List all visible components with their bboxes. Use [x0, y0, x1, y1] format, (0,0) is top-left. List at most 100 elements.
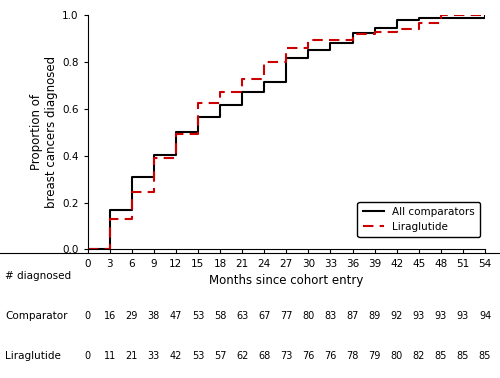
- Text: 76: 76: [302, 350, 314, 361]
- Liraglutide: [106, 247, 112, 252]
- Text: 33: 33: [148, 350, 160, 361]
- Liraglutide: [372, 32, 378, 37]
- Text: 93: 93: [457, 311, 469, 321]
- Liraglutide: [128, 189, 134, 194]
- Text: # diagnosed: # diagnosed: [5, 271, 71, 281]
- All comparators: [394, 18, 400, 22]
- Liraglutide: [173, 132, 179, 136]
- Text: 82: 82: [412, 350, 425, 361]
- Text: 80: 80: [302, 311, 314, 321]
- Liraglutide: [350, 32, 356, 37]
- Liraglutide: [239, 90, 245, 94]
- All comparators: [173, 152, 179, 157]
- Text: 53: 53: [192, 311, 204, 321]
- Text: 85: 85: [434, 350, 447, 361]
- Text: 89: 89: [368, 311, 380, 321]
- Liraglutide: [195, 101, 201, 105]
- All comparators: [350, 30, 356, 35]
- Liraglutide: [261, 60, 267, 64]
- Liraglutide: [460, 13, 466, 17]
- Liraglutide: [372, 29, 378, 34]
- Liraglutide: [482, 13, 488, 17]
- Text: 78: 78: [346, 350, 358, 361]
- Liraglutide: [306, 46, 312, 51]
- Liraglutide: [438, 21, 444, 26]
- All comparators: [283, 80, 289, 85]
- Text: 76: 76: [324, 350, 336, 361]
- Text: 62: 62: [236, 350, 248, 361]
- All comparators: [482, 13, 488, 17]
- All comparators: [394, 25, 400, 30]
- All comparators: [173, 130, 179, 135]
- Text: 77: 77: [280, 311, 292, 321]
- Text: Liraglutide: Liraglutide: [5, 350, 61, 361]
- Liraglutide: [151, 156, 157, 161]
- Line: All comparators: All comparators: [88, 15, 485, 249]
- Text: 63: 63: [236, 311, 248, 321]
- Text: 0: 0: [84, 311, 90, 321]
- Text: 85: 85: [456, 350, 469, 361]
- Text: 21: 21: [126, 350, 138, 361]
- All comparators: [416, 18, 422, 22]
- Y-axis label: Proportion of
breast cancers diagnosed: Proportion of breast cancers diagnosed: [30, 56, 58, 208]
- Liraglutide: [173, 156, 179, 161]
- Liraglutide: [217, 101, 223, 105]
- Liraglutide: [416, 26, 422, 31]
- Text: 42: 42: [170, 350, 182, 361]
- All comparators: [416, 15, 422, 20]
- Text: 58: 58: [214, 311, 226, 321]
- All comparators: [438, 15, 444, 20]
- Text: Comparator: Comparator: [5, 311, 68, 321]
- All comparators: [84, 247, 90, 252]
- Text: 29: 29: [126, 311, 138, 321]
- Text: 73: 73: [280, 350, 292, 361]
- Liraglutide: [106, 217, 112, 222]
- Liraglutide: [239, 76, 245, 81]
- Text: 67: 67: [258, 311, 270, 321]
- All comparators: [217, 102, 223, 107]
- All comparators: [283, 55, 289, 60]
- Text: 85: 85: [479, 350, 491, 361]
- All comparators: [151, 175, 157, 180]
- Text: 92: 92: [390, 311, 403, 321]
- All comparators: [460, 15, 466, 20]
- All comparators: [460, 15, 466, 20]
- Line: Liraglutide: Liraglutide: [88, 15, 485, 249]
- All comparators: [261, 90, 267, 94]
- All comparators: [372, 25, 378, 30]
- Text: 47: 47: [170, 311, 182, 321]
- Text: 93: 93: [412, 311, 425, 321]
- Liraglutide: [128, 217, 134, 222]
- Text: 87: 87: [346, 311, 358, 321]
- Liraglutide: [350, 38, 356, 42]
- All comparators: [239, 102, 245, 107]
- Text: 94: 94: [479, 311, 491, 321]
- Text: 0: 0: [84, 350, 90, 361]
- All comparators: [261, 80, 267, 85]
- All comparators: [328, 48, 334, 52]
- Liraglutide: [416, 21, 422, 26]
- Text: 79: 79: [368, 350, 381, 361]
- Liraglutide: [283, 46, 289, 51]
- Legend: All comparators, Liraglutide: All comparators, Liraglutide: [358, 201, 480, 237]
- Liraglutide: [261, 76, 267, 81]
- Liraglutide: [394, 29, 400, 34]
- Liraglutide: [84, 247, 90, 252]
- All comparators: [372, 30, 378, 35]
- All comparators: [106, 207, 112, 212]
- Liraglutide: [328, 38, 334, 42]
- Liraglutide: [482, 13, 488, 17]
- All comparators: [306, 48, 312, 52]
- All comparators: [128, 207, 134, 212]
- All comparators: [306, 55, 312, 60]
- Liraglutide: [328, 38, 334, 42]
- Liraglutide: [460, 13, 466, 17]
- X-axis label: Months since cohort entry: Months since cohort entry: [209, 274, 364, 287]
- All comparators: [482, 15, 488, 20]
- All comparators: [217, 115, 223, 119]
- Liraglutide: [438, 13, 444, 17]
- Liraglutide: [217, 90, 223, 94]
- Text: 57: 57: [214, 350, 226, 361]
- Liraglutide: [195, 132, 201, 136]
- Text: 38: 38: [148, 311, 160, 321]
